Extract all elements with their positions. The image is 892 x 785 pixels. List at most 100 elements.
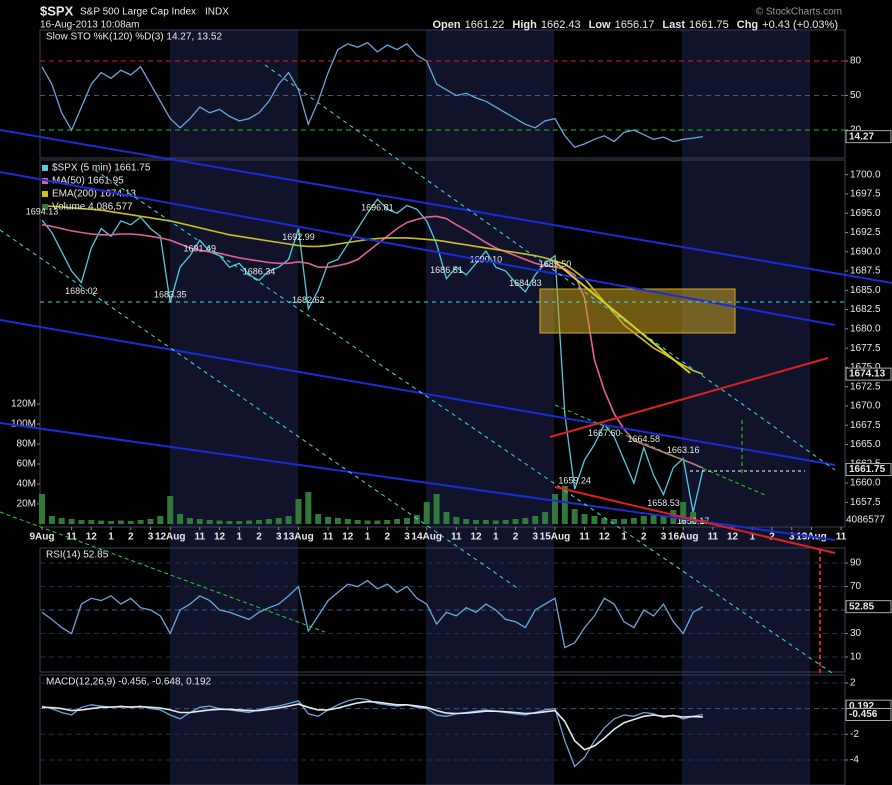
x-tick-label: 3 (148, 532, 154, 543)
volume-bar (127, 521, 134, 524)
volume-bar (423, 502, 430, 524)
volume-bar (660, 515, 667, 524)
y-tick-label: 1695.0 (850, 208, 881, 219)
volume-bar (601, 518, 608, 524)
volume-bar (334, 518, 341, 524)
volume-bar (117, 520, 124, 524)
legend-entry: Volume 4,086,577 (52, 202, 133, 213)
volume-bar (226, 521, 233, 524)
price-annotation: 1664.58 (627, 434, 660, 444)
day-band (170, 30, 298, 785)
volume-bar (206, 520, 213, 524)
y-tick-label: 1685.0 (850, 285, 881, 296)
legend-swatch (42, 165, 48, 171)
y-tick-label: 2 (850, 678, 856, 689)
last-value-label: 1674.13 (849, 369, 886, 380)
volume-bar (581, 514, 588, 524)
volume-bar (473, 520, 480, 524)
trend-line (549, 357, 829, 438)
y2-tick-label: 60M (17, 459, 36, 470)
price-annotation: 1659.24 (558, 475, 591, 485)
quote-label: Open (433, 19, 461, 31)
y-tick-label: 1697.5 (850, 189, 881, 200)
volume-bar (108, 521, 115, 524)
x-tick-label: 12 (342, 532, 354, 543)
x-tick-label: 1 (493, 532, 499, 543)
y-tick-label: -2 (850, 729, 859, 740)
symbol: $SPX (40, 3, 74, 18)
volume-bar (621, 519, 628, 524)
y-tick-label: 1677.5 (850, 343, 881, 354)
x-tick-label: 3 (404, 532, 410, 543)
x-tick-label: 1 (236, 532, 242, 543)
x-tick-label: 1 (108, 532, 114, 543)
x-tick-label: 1 (365, 532, 371, 543)
volume-bar (58, 518, 65, 524)
volume-bar (591, 516, 598, 524)
price-annotation: 1658.53 (647, 498, 680, 508)
series-line (41, 215, 704, 469)
x-tick-label: 12 (86, 532, 98, 543)
x-tick-label: 3 (276, 532, 282, 543)
y-tick-label: 1657.5 (850, 497, 881, 508)
last-value-label: 52.85 (849, 601, 874, 612)
y-tick-label: 1670.0 (850, 401, 881, 412)
volume-bar (305, 492, 312, 524)
series-line (41, 579, 704, 649)
trend-line (0, 319, 836, 466)
x-tick-label: 13Aug (283, 532, 314, 543)
last-value-box (845, 463, 892, 477)
volume-bar (384, 520, 391, 524)
last-value-label: -0.456 (849, 709, 878, 720)
timestamp: 16-Aug-2013 10:08am (40, 20, 140, 31)
volume-bar (157, 516, 164, 524)
last-value-box (845, 707, 892, 721)
x-tick-label: 12 (214, 532, 226, 543)
price-annotation: 1682.62 (292, 295, 325, 305)
volume-bar (413, 515, 420, 524)
exchange: INDX (205, 7, 229, 18)
y-tick-label: 1692.5 (850, 227, 881, 238)
volume-bar (265, 519, 272, 524)
y2-tick-label: 20M (17, 499, 36, 510)
volume-bar (571, 509, 578, 524)
volume-bar (354, 520, 361, 524)
x-tick-label: 11 (323, 532, 334, 543)
volume-bar (551, 494, 558, 524)
series-line (41, 204, 704, 375)
price-annotation: 1686.02 (65, 286, 98, 296)
panel-title: RSI(14) 52.85 (46, 550, 109, 561)
series-line (41, 700, 703, 751)
y-tick-label: 1680.0 (850, 323, 881, 334)
volume-bar (502, 520, 509, 524)
trend-lines (0, 64, 892, 676)
price-annotation: 1667.60 (588, 428, 621, 438)
y-tick-label: -4 (850, 755, 859, 766)
y-tick-label: 1667.5 (850, 420, 881, 431)
quote-label: Chg (737, 19, 758, 31)
trend-line (0, 229, 521, 591)
volume-bar (236, 521, 243, 524)
volume-bar (38, 494, 45, 524)
y-tick-label: 10 (850, 652, 862, 663)
volume-bar (492, 520, 499, 524)
y2-tick-label: 80M (17, 439, 36, 450)
quote: Open 1661.22 High 1662.43 Low 1656.17 Last 1661… (433, 19, 839, 31)
x-tick-label: 12 (470, 532, 482, 543)
volume-bar (364, 520, 371, 524)
volume-bar (88, 520, 95, 524)
x-tick-label: 11 (195, 532, 206, 543)
quote-value: +0.43 (+0.03%) (762, 19, 838, 31)
volume-bar (275, 518, 282, 524)
trend-line (554, 486, 836, 554)
legend-entry: MA(50) 1661.95 (52, 176, 124, 187)
x-tick-label: 9Aug (29, 532, 54, 543)
volume-bar (650, 514, 657, 524)
x-tick-label: 3 (789, 532, 795, 543)
x-tick-label: 11 (451, 532, 462, 543)
last-volume-label: 4086577 (846, 515, 885, 526)
quote-value: 1661.75 (689, 19, 729, 31)
panel-frame (39, 674, 846, 785)
x-tick-label: 2 (513, 532, 519, 543)
y2-tick-label: 120M (11, 399, 36, 410)
